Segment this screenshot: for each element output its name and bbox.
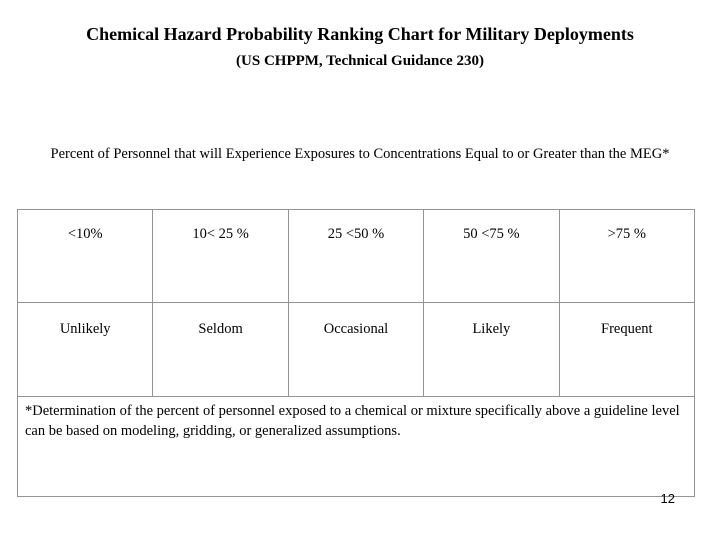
likelihood-cell-1: Unlikely <box>16 302 154 397</box>
percent-range-row: <10% 10< 25 % 25 <50 % 50 <75 % >75 % <box>16 209 696 303</box>
slide-title: Chemical Hazard Probability Ranking Char… <box>86 24 634 44</box>
likelihood-cell-4: Likely <box>423 302 560 397</box>
likelihood-cell-3: Occasional <box>287 302 425 397</box>
likelihood-row: Unlikely Seldom Occasional Likely Freque… <box>16 302 696 397</box>
percent-range-cell-4: 50 <75 % <box>423 209 560 303</box>
page-number: 12 <box>660 491 675 506</box>
footnote-cell: *Determination of the percent of personn… <box>17 396 695 497</box>
percent-range-cell-1: <10% <box>16 209 154 303</box>
percent-range-cell-3: 25 <50 % <box>287 209 425 303</box>
slide-subtitle: (US CHPPM, Technical Guidance 230) <box>236 53 484 69</box>
intro-text: Percent of Personnel that will Experienc… <box>50 146 670 162</box>
probability-ranking-table: <10% 10< 25 % 25 <50 % 50 <75 % >75 % Un… <box>16 209 696 497</box>
likelihood-cell-2: Seldom <box>152 302 289 397</box>
percent-range-cell-5: >75 % <box>558 209 696 303</box>
percent-range-cell-2: 10< 25 % <box>152 209 289 303</box>
footnote-row: *Determination of the percent of personn… <box>17 396 695 497</box>
likelihood-cell-5: Frequent <box>558 302 696 397</box>
